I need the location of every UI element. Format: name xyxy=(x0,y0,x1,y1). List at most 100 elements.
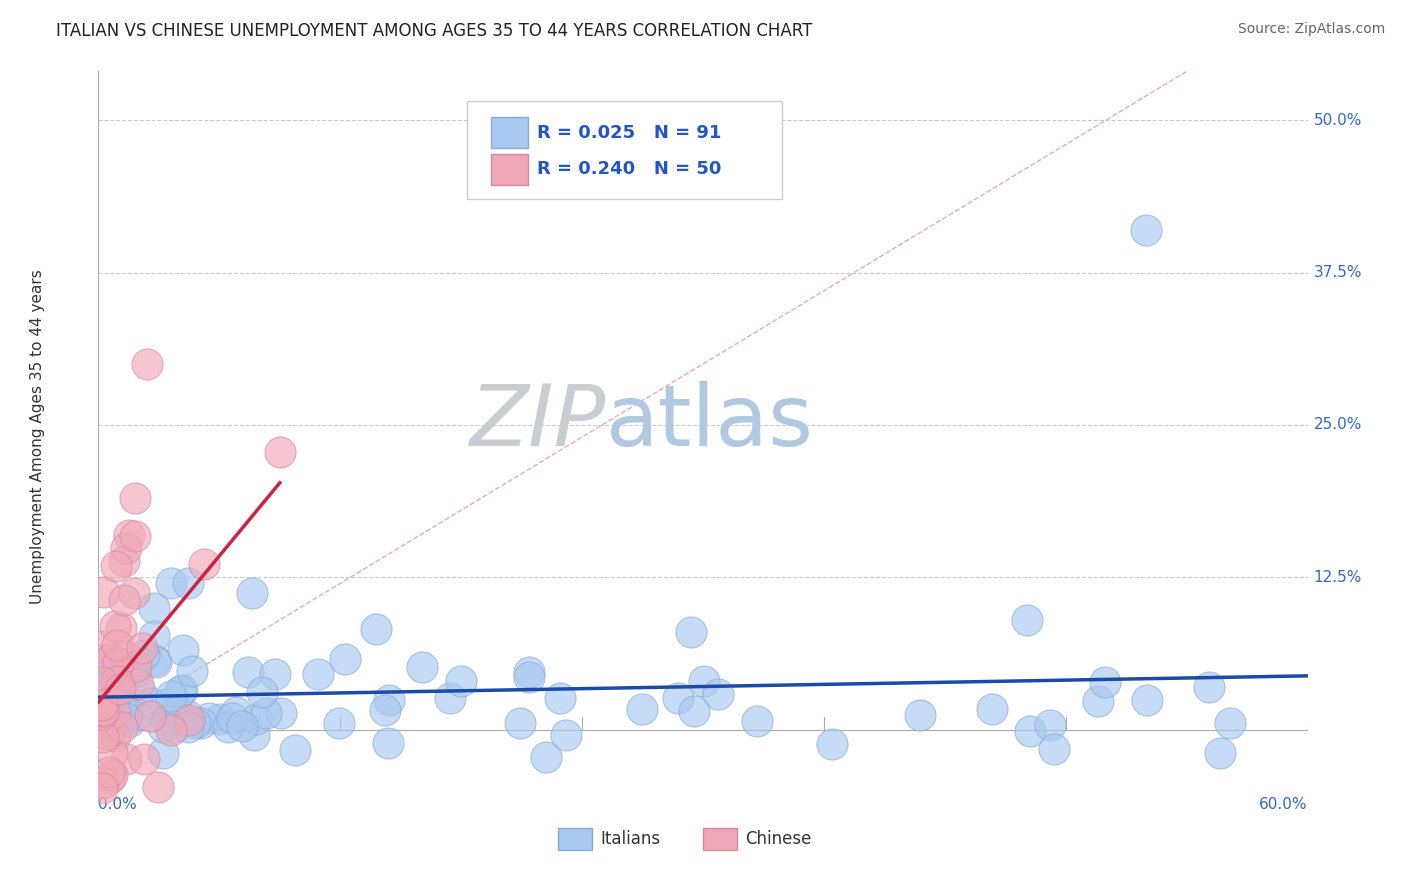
Text: atlas: atlas xyxy=(606,381,814,464)
Point xyxy=(93,585,115,599)
Point xyxy=(114,751,136,765)
Point xyxy=(1039,718,1062,732)
Point xyxy=(169,684,191,698)
Point xyxy=(1135,223,1157,237)
FancyBboxPatch shape xyxy=(558,829,592,850)
Point xyxy=(122,586,145,600)
Point xyxy=(707,687,730,701)
Point xyxy=(217,720,239,734)
Text: 60.0%: 60.0% xyxy=(1260,797,1308,812)
Point xyxy=(100,768,122,782)
Point xyxy=(198,711,221,725)
Text: 25.0%: 25.0% xyxy=(1313,417,1362,433)
Point xyxy=(980,701,1002,715)
Point xyxy=(91,653,114,667)
Point xyxy=(112,554,135,568)
Point xyxy=(181,665,204,679)
Point xyxy=(1198,680,1220,694)
Point xyxy=(108,682,131,697)
Point xyxy=(110,621,132,635)
Text: R = 0.025   N = 91: R = 0.025 N = 91 xyxy=(537,124,721,142)
Text: 37.5%: 37.5% xyxy=(1313,265,1362,280)
Point xyxy=(104,729,127,743)
Point xyxy=(94,713,117,727)
Point xyxy=(377,736,399,750)
Point xyxy=(97,765,120,780)
Point xyxy=(172,683,194,698)
Point xyxy=(105,638,128,652)
Point xyxy=(682,704,704,718)
Point xyxy=(91,730,114,744)
Point xyxy=(162,704,184,718)
Point xyxy=(117,705,139,719)
Point xyxy=(1043,741,1066,756)
Text: ITALIAN VS CHINESE UNEMPLOYMENT AMONG AGES 35 TO 44 YEARS CORRELATION CHART: ITALIAN VS CHINESE UNEMPLOYMENT AMONG AG… xyxy=(56,22,813,40)
Point xyxy=(91,776,114,790)
Text: 50.0%: 50.0% xyxy=(1313,112,1362,128)
Text: Unemployment Among Ages 35 to 44 years: Unemployment Among Ages 35 to 44 years xyxy=(31,269,45,605)
Point xyxy=(1136,693,1159,707)
Point xyxy=(450,674,472,689)
Point xyxy=(111,720,134,734)
Point xyxy=(163,720,186,734)
Point xyxy=(254,706,277,721)
Point xyxy=(555,728,578,742)
Point xyxy=(1019,724,1042,739)
Point xyxy=(132,648,155,662)
Point xyxy=(1209,746,1232,760)
Point xyxy=(821,737,844,751)
Point xyxy=(127,707,149,722)
Point xyxy=(193,557,215,571)
Point xyxy=(177,576,200,591)
Point xyxy=(91,698,114,712)
Point xyxy=(509,716,531,731)
Point xyxy=(335,652,357,666)
Point xyxy=(97,713,120,727)
Point xyxy=(747,714,769,728)
Point xyxy=(98,723,121,738)
Point xyxy=(1094,675,1116,690)
Point xyxy=(152,720,174,734)
Point xyxy=(240,586,263,600)
Point xyxy=(120,714,142,728)
Point xyxy=(236,665,259,680)
Text: Source: ZipAtlas.com: Source: ZipAtlas.com xyxy=(1237,22,1385,37)
Point xyxy=(439,691,461,706)
Point xyxy=(692,673,714,688)
Point xyxy=(221,711,243,725)
Point xyxy=(104,618,127,632)
Point xyxy=(142,601,165,615)
Point xyxy=(160,689,183,703)
Point xyxy=(231,719,253,733)
Point xyxy=(139,709,162,723)
Point xyxy=(631,702,654,716)
Point xyxy=(131,641,153,656)
Point xyxy=(160,723,183,737)
Text: R = 0.240   N = 50: R = 0.240 N = 50 xyxy=(537,161,721,178)
FancyBboxPatch shape xyxy=(467,101,782,200)
Point xyxy=(517,665,540,679)
Text: Chinese: Chinese xyxy=(745,830,811,848)
Point xyxy=(1087,694,1109,708)
Point xyxy=(328,716,350,731)
Point xyxy=(145,656,167,670)
Point xyxy=(245,712,267,726)
Point xyxy=(666,691,689,706)
Point xyxy=(172,643,194,657)
Point xyxy=(243,728,266,742)
Point xyxy=(183,716,205,731)
Point xyxy=(374,703,396,717)
Point xyxy=(225,705,247,719)
Point xyxy=(146,780,169,794)
Point xyxy=(96,727,118,741)
Point xyxy=(548,690,571,705)
Point xyxy=(534,750,557,764)
Text: Italians: Italians xyxy=(600,830,661,848)
Point xyxy=(411,660,433,674)
Point xyxy=(104,705,127,719)
Point xyxy=(125,665,148,680)
Point xyxy=(118,527,141,541)
Point xyxy=(517,670,540,684)
Point xyxy=(681,624,703,639)
Point xyxy=(190,715,212,730)
